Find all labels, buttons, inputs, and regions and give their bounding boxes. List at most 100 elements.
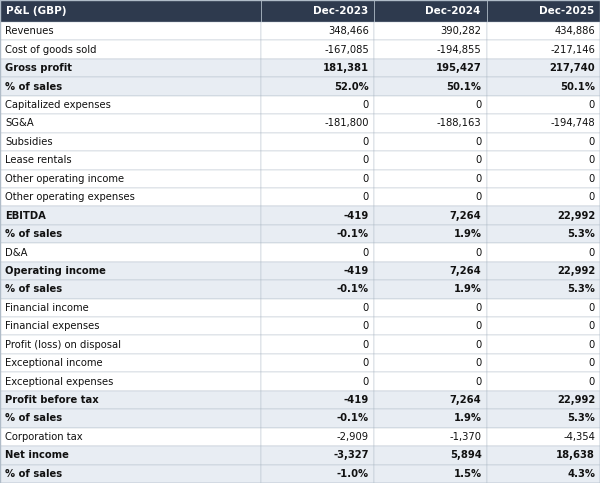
Text: Financial expenses: Financial expenses <box>5 321 100 331</box>
Text: 0: 0 <box>589 377 595 386</box>
Bar <box>374 41 487 59</box>
Bar <box>261 336 374 354</box>
Text: 0: 0 <box>589 137 595 147</box>
Text: % of sales: % of sales <box>5 469 62 479</box>
Bar <box>374 465 487 483</box>
Bar <box>261 170 374 188</box>
Text: 0: 0 <box>475 247 482 257</box>
Text: 0: 0 <box>362 247 369 257</box>
Text: % of sales: % of sales <box>5 284 62 294</box>
Text: 0: 0 <box>362 174 369 184</box>
Text: % of sales: % of sales <box>5 229 62 239</box>
Bar <box>261 298 374 317</box>
Text: 50.1%: 50.1% <box>446 82 482 92</box>
Bar <box>487 280 600 298</box>
Text: Subsidies: Subsidies <box>5 137 53 147</box>
Bar <box>374 225 487 243</box>
Bar <box>374 96 487 114</box>
Bar <box>487 151 600 170</box>
Bar <box>0 188 261 206</box>
Text: 0: 0 <box>362 358 369 368</box>
Bar <box>261 243 374 262</box>
Text: -0.1%: -0.1% <box>337 413 369 424</box>
Bar <box>374 188 487 206</box>
Bar <box>0 465 261 483</box>
Bar <box>261 59 374 77</box>
Text: 0: 0 <box>589 174 595 184</box>
Text: 0: 0 <box>362 137 369 147</box>
Bar <box>261 391 374 409</box>
Text: -1.0%: -1.0% <box>337 469 369 479</box>
Bar <box>487 188 600 206</box>
Text: 7,264: 7,264 <box>450 266 482 276</box>
Bar <box>0 59 261 77</box>
Text: -1,370: -1,370 <box>449 432 482 442</box>
Bar <box>261 96 374 114</box>
Bar <box>374 114 487 133</box>
Text: Exceptional expenses: Exceptional expenses <box>5 377 113 386</box>
Bar <box>374 280 487 298</box>
Bar <box>0 354 261 372</box>
Text: 18,638: 18,638 <box>556 450 595 460</box>
Bar <box>0 243 261 262</box>
Bar <box>487 77 600 96</box>
Bar <box>261 446 374 465</box>
Bar <box>261 354 374 372</box>
Text: 5.3%: 5.3% <box>567 413 595 424</box>
Text: 52.0%: 52.0% <box>334 82 369 92</box>
Bar <box>261 151 374 170</box>
Text: Financial income: Financial income <box>5 303 89 313</box>
Text: -188,163: -188,163 <box>437 118 482 128</box>
Bar <box>0 446 261 465</box>
Text: 390,282: 390,282 <box>440 26 482 36</box>
Text: SG&A: SG&A <box>5 118 34 128</box>
Bar <box>374 298 487 317</box>
Text: Other operating income: Other operating income <box>5 174 124 184</box>
Bar <box>374 336 487 354</box>
Bar <box>0 336 261 354</box>
Bar <box>0 206 261 225</box>
Bar <box>374 409 487 427</box>
Text: Gross profit: Gross profit <box>5 63 72 73</box>
Bar <box>261 41 374 59</box>
Bar <box>0 262 261 280</box>
Bar <box>374 151 487 170</box>
Bar <box>374 77 487 96</box>
Bar <box>261 206 374 225</box>
Bar <box>374 243 487 262</box>
Text: 0: 0 <box>475 100 482 110</box>
Bar <box>0 133 261 151</box>
Text: 5.3%: 5.3% <box>567 229 595 239</box>
Text: -419: -419 <box>344 395 369 405</box>
Text: 0: 0 <box>362 321 369 331</box>
Text: 1.5%: 1.5% <box>454 469 482 479</box>
Text: -3,327: -3,327 <box>334 450 369 460</box>
Bar <box>0 22 261 41</box>
Text: 0: 0 <box>362 303 369 313</box>
Text: 50.1%: 50.1% <box>560 82 595 92</box>
Bar <box>374 0 487 22</box>
Text: 7,264: 7,264 <box>450 211 482 221</box>
Text: Dec-2024: Dec-2024 <box>425 6 481 16</box>
Bar <box>374 206 487 225</box>
Bar <box>261 0 374 22</box>
Bar <box>261 188 374 206</box>
Bar <box>261 317 374 336</box>
Bar <box>0 317 261 336</box>
Text: 0: 0 <box>589 303 595 313</box>
Bar <box>374 427 487 446</box>
Text: -419: -419 <box>344 211 369 221</box>
Text: 0: 0 <box>589 100 595 110</box>
Text: EBITDA: EBITDA <box>5 211 46 221</box>
Text: Other operating expenses: Other operating expenses <box>5 192 135 202</box>
Text: Capitalized expenses: Capitalized expenses <box>5 100 111 110</box>
Text: 0: 0 <box>475 303 482 313</box>
Bar <box>0 298 261 317</box>
Bar <box>487 391 600 409</box>
Text: 0: 0 <box>589 192 595 202</box>
Text: 1.9%: 1.9% <box>454 284 482 294</box>
Text: -194,855: -194,855 <box>437 44 482 55</box>
Text: Dec-2023: Dec-2023 <box>313 6 368 16</box>
Bar <box>374 22 487 41</box>
Text: 181,381: 181,381 <box>323 63 369 73</box>
